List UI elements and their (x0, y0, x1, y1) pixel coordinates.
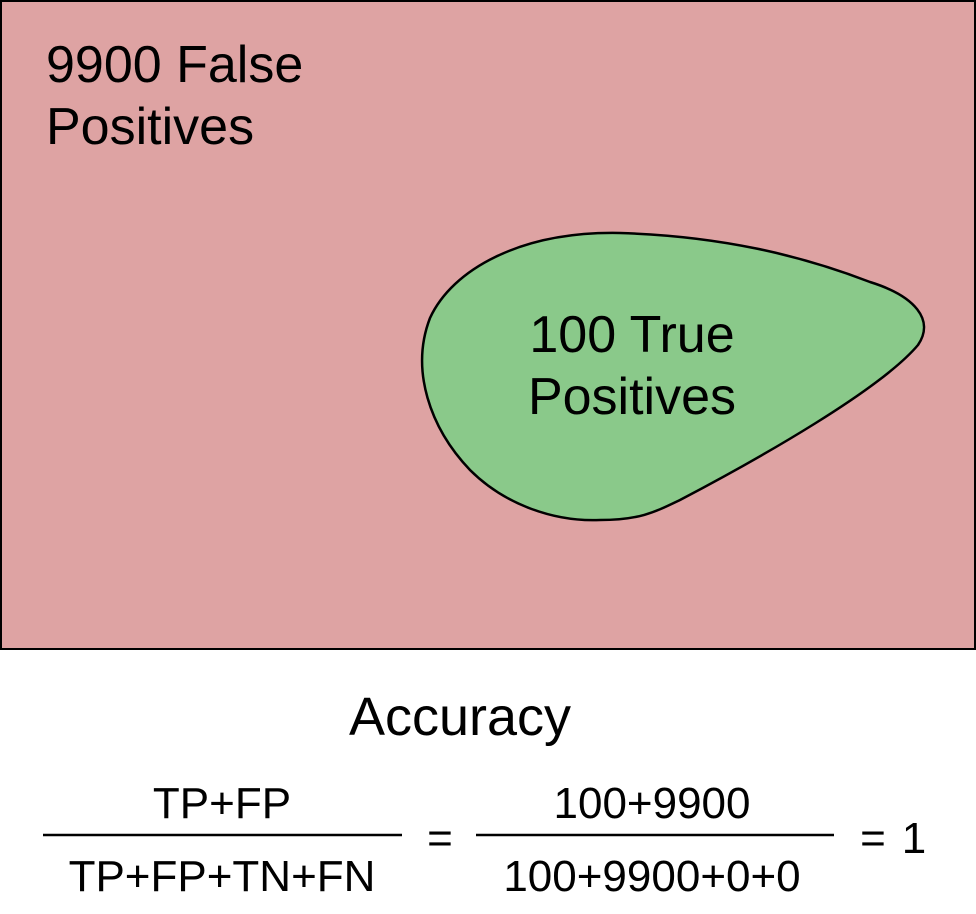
symbolic-denominator: TP+FP+TN+FN (69, 852, 376, 901)
formula-title: Accuracy (349, 687, 571, 747)
equals-sign-2: = (860, 814, 886, 863)
true-positives-label-line2: Positives (528, 368, 736, 426)
symbolic-numerator: TP+FP (153, 779, 291, 828)
numeric-denominator: 100+9900+0+0 (503, 852, 800, 901)
false-positives-label-line1: 9900 False (46, 36, 303, 94)
numeric-numerator: 100+9900 (554, 779, 751, 828)
result-value: 1 (902, 814, 926, 863)
false-positives-label-line2: Positives (46, 98, 254, 156)
equals-sign-1: = (427, 814, 453, 863)
true-positives-region (420, 231, 926, 522)
true-positives-label-line1: 100 True (529, 306, 734, 364)
